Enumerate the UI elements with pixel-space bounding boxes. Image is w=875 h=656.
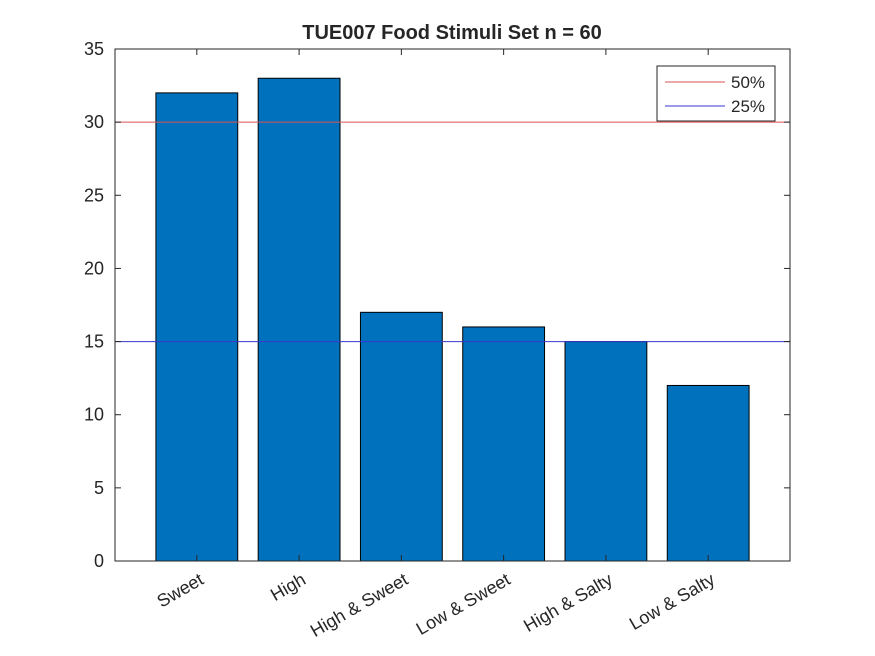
- y-axis: 0 5 10 15 20 25 30 35: [84, 39, 790, 571]
- bars-group: [155, 77, 750, 562]
- y-tick-label: 25: [84, 185, 104, 205]
- bar-high: [257, 77, 341, 562]
- y-tick-label: 5: [94, 478, 104, 498]
- legend-label: 25%: [731, 97, 765, 116]
- y-tick-label: 20: [84, 258, 104, 278]
- plot-frame: [114, 48, 791, 562]
- legend-label: 50%: [731, 73, 765, 92]
- legend-box: [656, 65, 776, 122]
- bar-sweet: [155, 92, 239, 562]
- y-tick-label: 0: [94, 551, 104, 571]
- y-tick-label: 30: [84, 112, 104, 132]
- bar-low-salty: [666, 384, 750, 562]
- y-tick-label: 35: [84, 39, 104, 59]
- bar-low-sweet: [462, 326, 546, 562]
- chart-title: TUE007 Food Stimuli Set n = 60: [302, 22, 602, 44]
- bar-high-sweet: [359, 311, 443, 562]
- y-tick-label: 10: [84, 405, 104, 425]
- y-tick-label: 15: [84, 332, 104, 352]
- legend: 50%25%: [656, 65, 776, 122]
- reference-lines-group: [115, 121, 790, 343]
- bar-high-salty: [564, 341, 648, 562]
